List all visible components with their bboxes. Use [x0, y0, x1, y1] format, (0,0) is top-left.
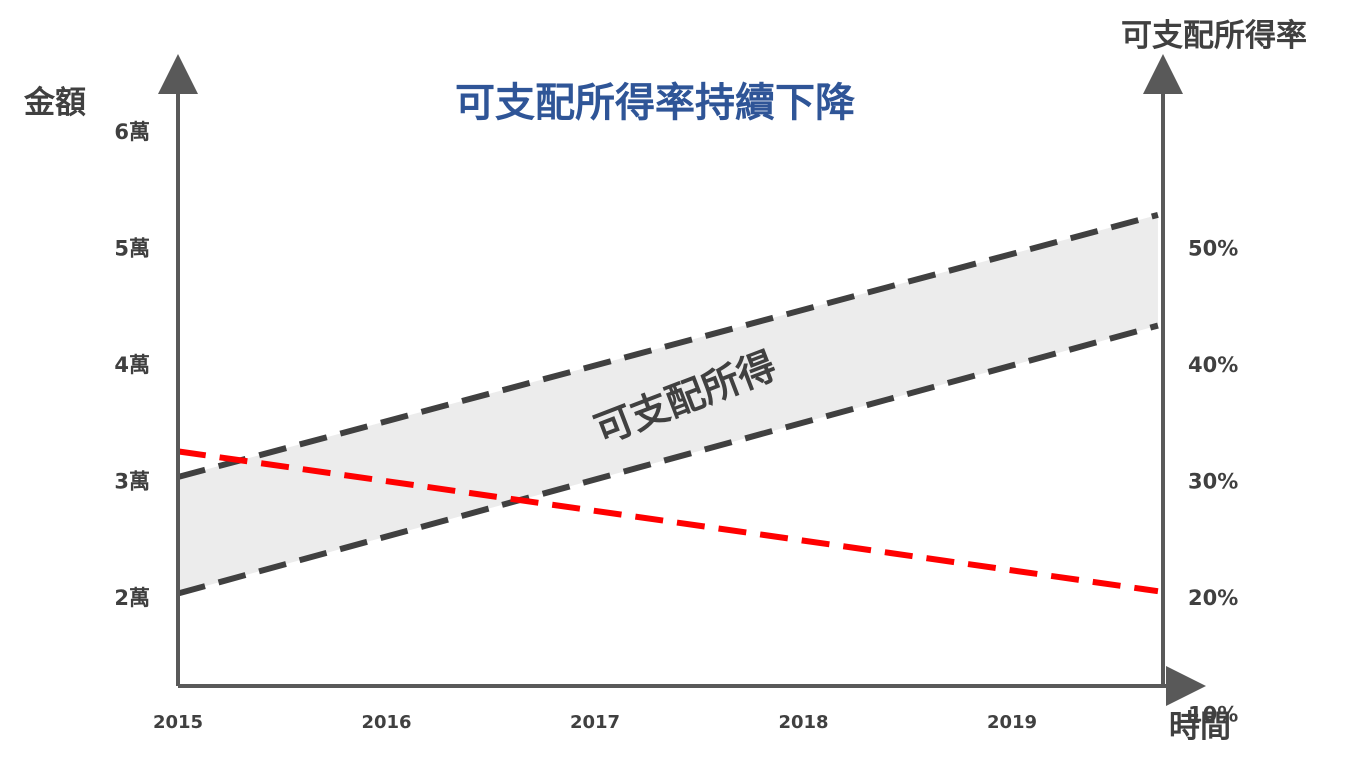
chart-title: 可支配所得率持續下降 [455, 80, 855, 126]
right-axis-title: 可支配所得率 [1121, 18, 1307, 54]
x-tick-label: 2018 [778, 712, 828, 733]
x-tick-label: 2015 [153, 712, 203, 733]
disposable-income-rate-line [177, 448, 1159, 595]
left-y-tick-label: 3萬 [114, 470, 150, 494]
right-y-tick-label: 20% [1188, 586, 1238, 610]
right-y-tick-label: 30% [1188, 470, 1238, 494]
x-axis-title: 時間 [1169, 709, 1231, 745]
left-y-tick-label: 4萬 [114, 353, 150, 377]
left-y-tick-label: 5萬 [114, 237, 150, 261]
income-band [178, 214, 1158, 594]
right-y-tick-label: 50% [1188, 237, 1238, 261]
label-layer: 2萬 3萬 4萬 5萬 6萬 10% 20% 30% 40% 50% 2015 2016 2017 201… [114, 120, 1238, 733]
left-y-tick-label: 2萬 [114, 586, 150, 610]
lower-income-line [177, 322, 1159, 597]
right-y-tick-label: 40% [1188, 353, 1238, 377]
left-y-tick-label: 6萬 [114, 120, 150, 144]
x-tick-label: 2016 [361, 712, 411, 733]
upper-income-line [177, 211, 1159, 480]
band-layer [178, 214, 1158, 594]
x-tick-label: 2019 [987, 712, 1037, 733]
x-tick-label: 2017 [570, 712, 620, 733]
left-axis-title: 金額 [23, 85, 86, 121]
series-layer [177, 211, 1159, 597]
right-y-tick-label: 10% [1188, 703, 1238, 727]
axis-layer [158, 54, 1206, 706]
